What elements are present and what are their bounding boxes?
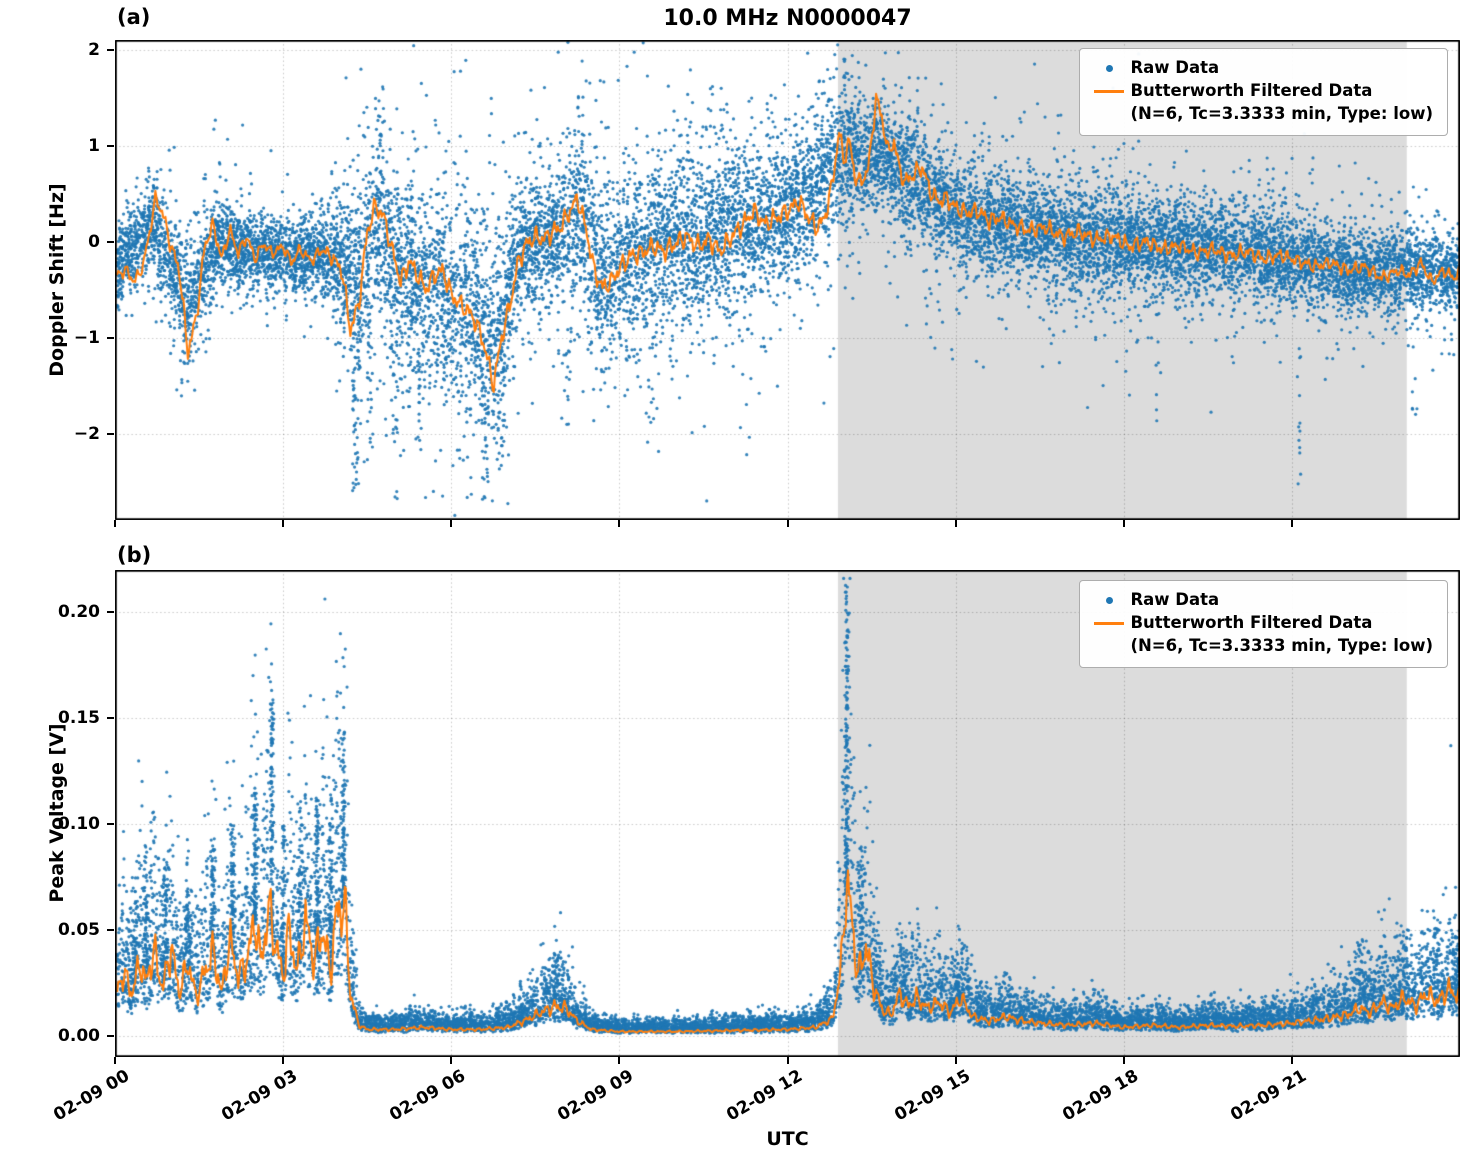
y-tick-mark [107, 823, 114, 826]
x-tick-mark [282, 1057, 285, 1064]
x-tick-label: 02-09 15 [890, 1066, 974, 1126]
y-tick-label: 0.05 [58, 919, 100, 940]
y-tick-mark [107, 336, 114, 339]
x-tick-label: 02-09 03 [218, 1066, 302, 1126]
y-tick-label: 0 [88, 231, 100, 252]
y-tick-label: 0.00 [58, 1025, 100, 1046]
x-tick-mark [114, 520, 116, 527]
legend-item-filtered: Butterworth Filtered Data (N=6, Tc=3.333… [1088, 612, 1433, 657]
x-tick-mark [618, 1057, 621, 1064]
x-tick-label: 02-09 09 [554, 1066, 638, 1126]
x-tick-mark [1122, 520, 1125, 527]
raw-data-label: Raw Data [1130, 58, 1220, 77]
x-tick-mark [954, 1057, 957, 1064]
x-tick-label: 02-09 21 [1227, 1066, 1310, 1126]
y-tick-label: 0.15 [58, 708, 100, 729]
y-tick-label: −1 [73, 327, 100, 348]
filtered-data-label: Butterworth Filtered Data [1130, 613, 1373, 633]
x-tick-mark [618, 520, 621, 527]
y-tick-mark [107, 144, 114, 147]
x-tick-label: 02-09 18 [1059, 1066, 1142, 1126]
chart-title: 10.0 MHz N0000047 [663, 6, 912, 31]
x-tick-mark [282, 520, 285, 527]
y-tick-mark [107, 432, 114, 435]
raw-data-marker-icon [1105, 597, 1113, 604]
legend-item-raw: Raw Data [1088, 57, 1433, 79]
legend-item-raw: Raw Data [1088, 589, 1433, 611]
y-tick-label: −2 [73, 423, 100, 444]
x-tick-mark [450, 520, 453, 527]
x-tick-label: 02-09 00 [50, 1066, 133, 1126]
filtered-data-label: Butterworth Filtered Data [1130, 81, 1373, 101]
x-axis-label: UTC [766, 1128, 809, 1150]
raw-data-label: Raw Data [1130, 590, 1220, 609]
panel-a-label: (a) [117, 5, 151, 29]
y-tick-mark [107, 240, 114, 243]
filtered-data-marker-icon [1094, 90, 1125, 94]
raw-data-marker-icon [1105, 65, 1113, 72]
y-tick-label: 0.10 [58, 814, 100, 835]
x-tick-mark [114, 1057, 116, 1064]
y-tick-label: 0.20 [58, 602, 100, 623]
filtered-data-params: (N=6, Tc=3.3333 min, Type: low) [1130, 103, 1433, 123]
filtered-data-marker-icon [1094, 622, 1125, 626]
legend-b: Raw Data Butterworth Filtered Data (N=6,… [1079, 580, 1448, 668]
legend-a: Raw Data Butterworth Filtered Data (N=6,… [1079, 48, 1448, 136]
y-tick-mark [107, 48, 114, 51]
y-tick-mark [107, 611, 114, 614]
x-tick-label: 02-09 12 [722, 1066, 806, 1126]
x-tick-mark [450, 1057, 453, 1064]
x-tick-mark [1290, 520, 1293, 527]
y-tick-mark [107, 717, 114, 720]
x-tick-label: 02-09 06 [386, 1066, 470, 1126]
x-tick-mark [954, 520, 957, 527]
x-tick-mark [1290, 1057, 1293, 1064]
y-tick-label: 1 [88, 135, 100, 156]
panel-b-label: (b) [117, 543, 152, 567]
legend-item-filtered: Butterworth Filtered Data (N=6, Tc=3.333… [1088, 80, 1433, 125]
x-tick-mark [1122, 1057, 1125, 1064]
filtered-data-params: (N=6, Tc=3.3333 min, Type: low) [1130, 635, 1433, 655]
y-tick-label: 2 [88, 39, 100, 60]
y-tick-mark [107, 1034, 114, 1037]
x-tick-mark [786, 520, 789, 527]
x-tick-mark [786, 1057, 789, 1064]
y-tick-mark [107, 928, 114, 931]
